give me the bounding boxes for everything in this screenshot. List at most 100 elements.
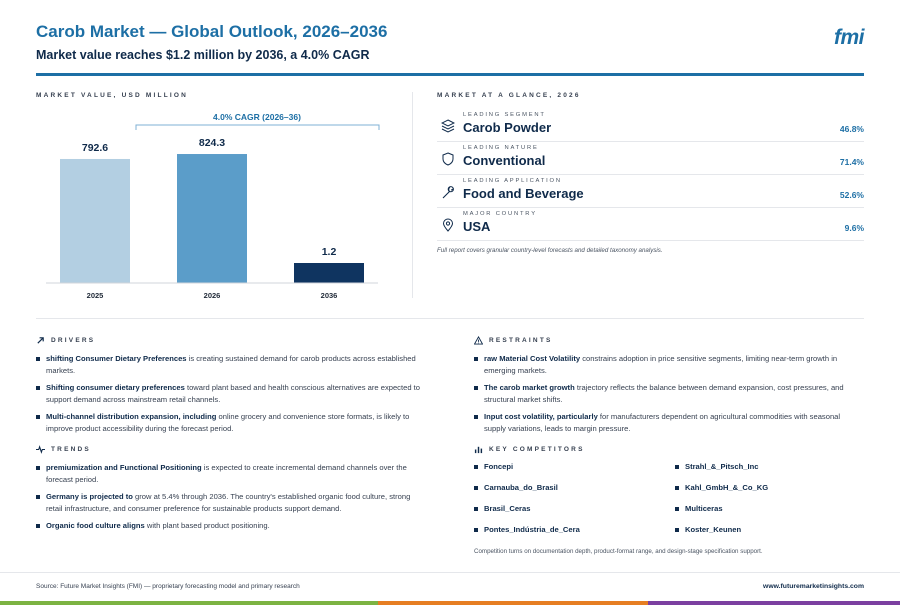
strip-segment — [648, 601, 900, 605]
glance-note: Full report covers granular country-leve… — [437, 247, 663, 254]
competitor-item: Foncepi — [474, 462, 675, 471]
trends-item-lead: Organic food culture aligns — [46, 521, 145, 530]
trends-list: premiumization and Functional Positionin… — [36, 462, 426, 532]
competitors-grid: Foncepi Strahl_&_Pitsch_Inc Carnauba_do_Br… — [474, 462, 864, 534]
drivers-item-text: is creating sustained demand for carob p… — [46, 354, 416, 375]
category-label-2025: 2025 — [87, 291, 104, 300]
competitor-item: Carnauba_do_Brasil — [474, 483, 675, 492]
restraints-item-text: trajectory reflects the balance between … — [484, 383, 844, 404]
competitor-item: Kahl_GmbH_&_Co_KG — [675, 483, 864, 492]
chart-section-label: MARKET VALUE, USD MILLION — [36, 92, 189, 99]
category-label-2026: 2026 — [204, 291, 221, 300]
competitors-heading: KEY COMPETITORS — [474, 444, 864, 454]
wrench-icon — [442, 186, 454, 199]
trends-item-text: is expected to create incremental demand… — [46, 463, 407, 484]
arrow-up-right-icon — [37, 336, 44, 344]
trends-label: TRENDS — [51, 445, 91, 453]
trends-item-text: grow at 5.4% through 2036. The country's… — [46, 492, 411, 513]
trends-item: Germany is projected to grow at 5.4% thr… — [36, 491, 426, 514]
glance-row-share: 46.8% — [839, 124, 864, 134]
cagr-bracket — [135, 124, 380, 130]
bar-chart-icon — [474, 446, 483, 453]
footer-url[interactable]: www.futuremarketinsights.com — [763, 583, 864, 590]
cagr-annotation: 4.0% CAGR (2026–36) — [213, 112, 301, 122]
drivers-item-lead: shifting Consumer Dietary Preferences — [46, 354, 187, 363]
restraints-item-lead: raw Material Cost Volatility — [484, 354, 581, 363]
footer: Source: Future Market Insights (FMI) — p… — [0, 572, 900, 605]
glance-row-value: Carob Powder — [463, 120, 552, 135]
drivers-list: shifting Consumer Dietary Preferences is… — [36, 353, 426, 434]
restraints-item: raw Material Cost Volatility constrains … — [474, 353, 864, 376]
market-value-bar-chart: 792.6 2025 824.3 2026 1.2 2036 4.0% CAGR (2026… — [46, 112, 380, 300]
glance-row-share: 71.4% — [839, 157, 864, 167]
trends-item-lead: premiumization and Functional Positionin… — [46, 463, 202, 472]
bar-2025 — [60, 158, 130, 283]
restraints-item-lead: Input cost volatility, particularly — [484, 412, 598, 421]
restraints-item-text: for manufacturers dependent on agricultu… — [484, 412, 841, 433]
strip-segment — [0, 601, 378, 605]
left-column: DRIVERS shifting Consumer Dietary Prefer… — [36, 335, 426, 538]
value-label-2036: 1.2 — [322, 246, 337, 258]
competitor-item: Pontes_Indústria_de_Cera — [474, 525, 675, 534]
value-label-2026: 824.3 — [199, 137, 225, 149]
vertical-divider — [412, 92, 413, 298]
competitor-item: Strahl_&_Pitsch_Inc — [675, 462, 864, 471]
glance-row-label: LEADING SEGMENT — [463, 112, 546, 118]
glance-row-value: Food and Beverage — [463, 186, 584, 201]
drivers-item-text: online grocery and convenience store for… — [46, 412, 410, 433]
horizontal-divider — [36, 318, 864, 319]
right-column: RESTRAINTS raw Material Cost Volatility … — [474, 335, 864, 555]
glance-row: LEADING APPLICATION Food and Beverage 52.6… — [437, 175, 864, 208]
report-header: Carob Market — Global Outlook, 2026–2036… — [36, 22, 865, 76]
glance-row-value: Conventional — [463, 153, 546, 168]
glance-row-value: USA — [463, 219, 491, 234]
glance-row-share: 52.6% — [839, 190, 864, 200]
category-label-2036: 2036 — [321, 291, 338, 300]
restraints-item: Input cost volatility, particularly for … — [474, 411, 864, 434]
shield-icon — [442, 152, 454, 166]
restraints-item-text: constrains adoption in price sensitive s… — [484, 354, 838, 375]
pulse-icon — [36, 444, 45, 454]
drivers-item: Multi-channel distribution expansion, in… — [36, 411, 426, 434]
trends-item: Organic food culture aligns with plant b… — [36, 520, 426, 532]
restraints-item: The carob market growth trajectory refle… — [474, 382, 864, 405]
restraints-list: raw Material Cost Volatility constrains … — [474, 353, 864, 434]
warning-triangle-icon — [474, 335, 483, 345]
fmi-logo: fmi — [834, 26, 865, 49]
glance-row: MAJOR COUNTRY USA 9.6% — [437, 208, 864, 241]
page-subtitle: Market value reaches $1.2 million by 203… — [36, 48, 370, 62]
value-label-2025: 792.6 — [82, 142, 108, 154]
drivers-item-text: toward plant based and health conscious … — [46, 383, 420, 404]
market-at-a-glance: MARKET AT A GLANCE, 2026 LEADING SEGMENT… — [437, 92, 864, 254]
restraints-label: RESTRAINTS — [489, 336, 553, 344]
competitors-label: KEY COMPETITORS — [489, 445, 585, 453]
footer-source: Source: Future Market Insights (FMI) — p… — [36, 583, 300, 590]
drivers-heading: DRIVERS — [36, 335, 426, 345]
glance-row: LEADING SEGMENT Carob Powder 46.8% — [437, 109, 864, 142]
glance-row-label: LEADING APPLICATION — [463, 178, 562, 184]
location-pin-icon — [442, 218, 454, 232]
drivers-label: DRIVERS — [51, 336, 96, 344]
competitor-item: Multiceras — [675, 504, 864, 513]
glance-row-label: LEADING NATURE — [463, 145, 539, 151]
bar-2026 — [177, 154, 247, 283]
glance-row-label: MAJOR COUNTRY — [463, 211, 537, 217]
trends-heading: TRENDS — [36, 444, 426, 454]
glance-row: LEADING NATURE Conventional 71.4% — [437, 142, 864, 175]
drivers-item: Shifting consumer dietary preferences to… — [36, 382, 426, 405]
trends-item-lead: Germany is projected to — [46, 492, 133, 501]
competitor-item: Brasil_Ceras — [474, 504, 675, 513]
trends-item-text: with plant based product positioning. — [144, 521, 270, 530]
bar-2036 — [294, 263, 364, 283]
drivers-item: shifting Consumer Dietary Preferences is… — [36, 353, 426, 376]
trends-item: premiumization and Functional Positionin… — [36, 462, 426, 485]
glance-row-share: 9.6% — [844, 223, 864, 233]
footer-color-strip — [0, 601, 900, 605]
drivers-item-lead: Multi-channel distribution expansion, in… — [46, 412, 217, 421]
strip-segment — [378, 601, 648, 605]
restraints-heading: RESTRAINTS — [474, 335, 864, 345]
glance-section-label: MARKET AT A GLANCE, 2026 — [437, 92, 581, 99]
layers-icon — [441, 119, 455, 133]
market-value-chart-panel: MARKET VALUE, USD MILLION 792.6 2025 824.3… — [36, 92, 396, 302]
competitors-note: Competition turns on documentation depth… — [474, 548, 763, 555]
